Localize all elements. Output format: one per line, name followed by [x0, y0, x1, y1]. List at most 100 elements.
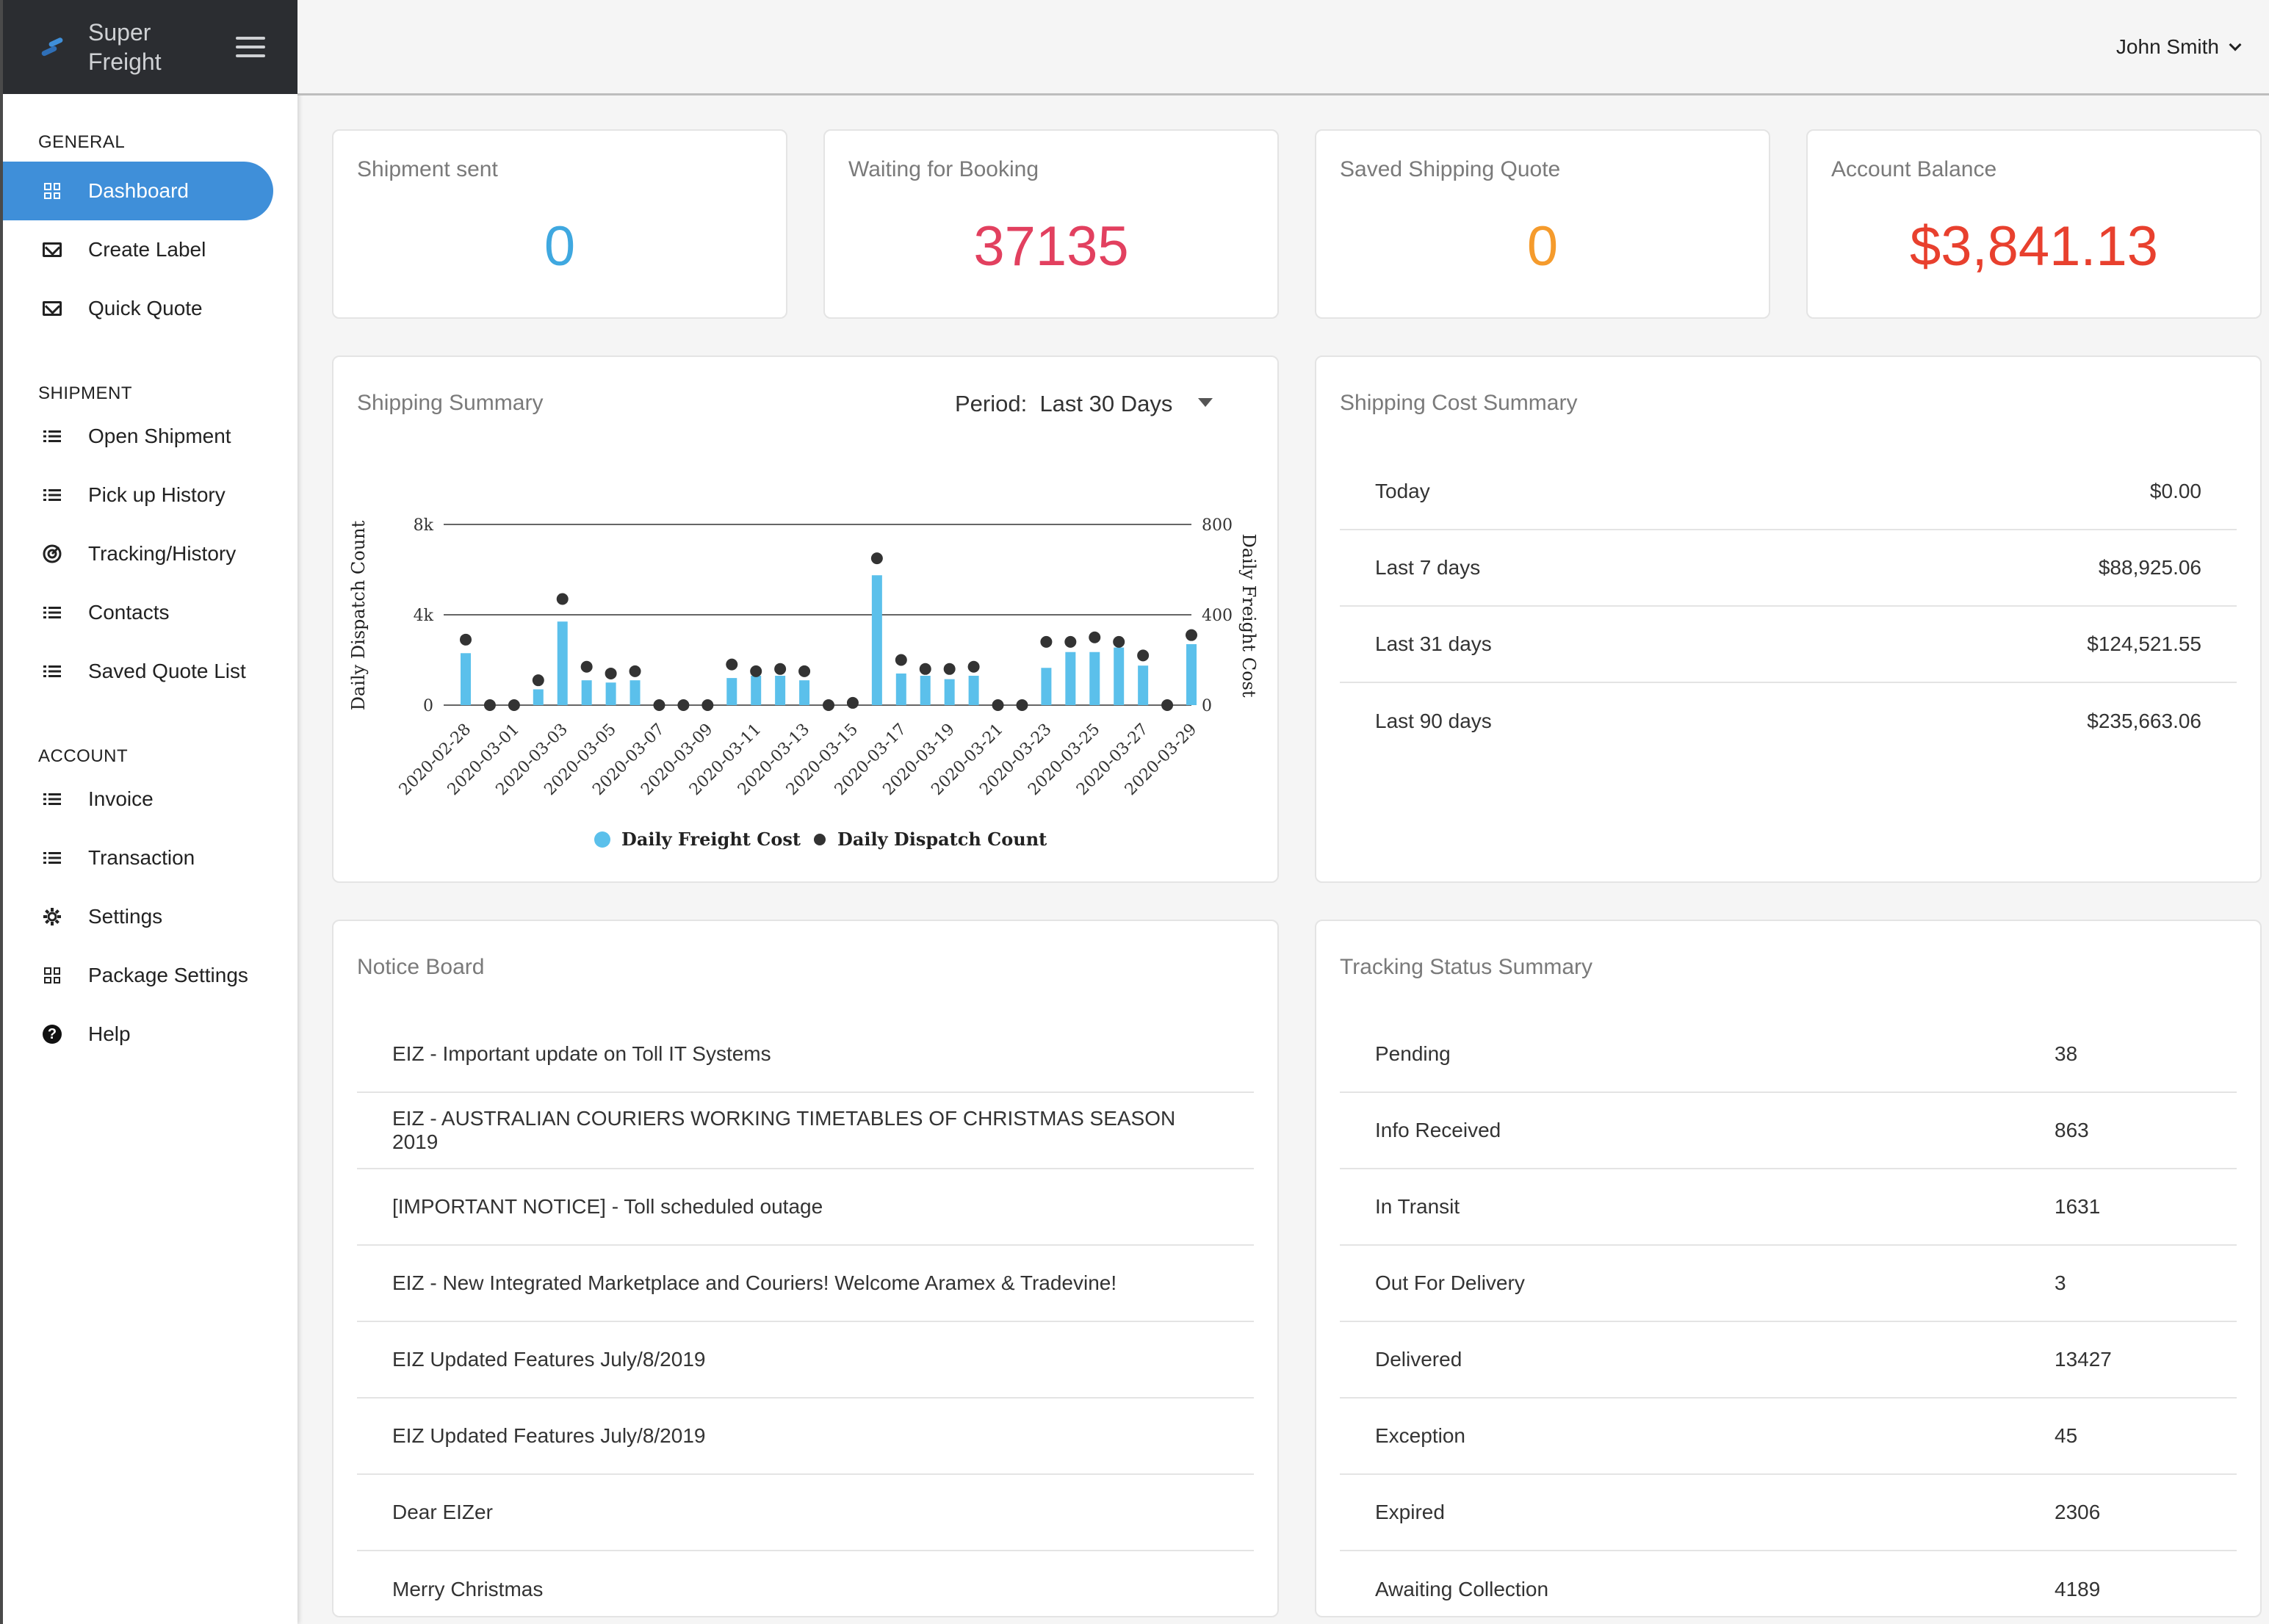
user-name: John Smith: [2115, 35, 2219, 58]
sidebar-item-open-shipment[interactable]: Open Shipment: [3, 407, 297, 466]
mail-icon: [41, 239, 63, 261]
dispatch-count-dot: [943, 663, 956, 675]
sidebar-item-saved-quote-list[interactable]: Saved Quote List: [3, 642, 297, 701]
menu-toggle-icon[interactable]: [236, 37, 265, 57]
notice-item-label: Dear EIZer: [392, 1501, 493, 1523]
sidebar-item-create-label[interactable]: Create Label: [3, 220, 297, 279]
stat-card-shipment-sent: Shipment sent 0: [332, 129, 787, 319]
notice-item[interactable]: Dear EIZer: [357, 1475, 1254, 1551]
stat-label: Saved Shipping Quote: [1340, 157, 1561, 181]
card-title: Tracking Status Summary: [1340, 955, 1592, 979]
notice-item[interactable]: EIZ - New Integrated Marketplace and Cou…: [357, 1246, 1254, 1322]
freight-cost-bar: [630, 680, 641, 705]
tracking-row-label: Exception: [1375, 1424, 1465, 1447]
sidebar-item-label: Invoice: [88, 787, 154, 810]
nav-section-account: ACCOUNT: [38, 746, 129, 766]
dispatch-count-dot: [1040, 635, 1053, 648]
brand-logo-icon: [38, 32, 68, 62]
tracking-row-value: 38: [2055, 1042, 2078, 1065]
dispatch-count-dot: [605, 667, 617, 679]
stat-value: 0: [544, 215, 576, 278]
legend-freight-cost-label: Daily Freight Cost: [621, 829, 801, 850]
sidebar-item-quick-quote[interactable]: Quick Quote: [3, 279, 297, 338]
notice-item[interactable]: EIZ Updated Features July/8/2019: [357, 1399, 1254, 1475]
freight-cost-bar: [799, 680, 810, 705]
tracking-row: Out For Delivery 3: [1340, 1246, 2237, 1322]
sidebar-item-dashboard[interactable]: Dashboard: [3, 162, 273, 220]
notice-item-label: EIZ Updated Features July/8/2019: [392, 1348, 706, 1371]
period-select[interactable]: Period: Last 30 Days: [955, 391, 1213, 417]
notice-item[interactable]: EIZ - AUSTRALIAN COURIERS WORKING TIMETA…: [357, 1093, 1254, 1169]
freight-cost-bar: [1041, 668, 1052, 705]
sidebar-item-invoice[interactable]: Invoice: [3, 770, 297, 829]
stat-card-waiting-booking: Waiting for Booking 37135: [823, 129, 1279, 319]
tracking-row-value: 1631: [2055, 1195, 2101, 1218]
y-right-tick-label: 800: [1202, 516, 1233, 535]
sidebar-item-label: Quick Quote: [88, 297, 203, 320]
notice-item[interactable]: Merry Christmas: [357, 1551, 1254, 1616]
list-icon: [41, 425, 63, 447]
notice-item-label: [IMPORTANT NOTICE] - Toll scheduled outa…: [392, 1195, 823, 1218]
top-bar: John Smith: [297, 0, 2269, 95]
cost-row-label: Last 90 days: [1375, 710, 1492, 732]
freight-cost-bar: [605, 682, 616, 705]
dispatch-count-dot: [798, 665, 811, 677]
cost-row-label: Last 31 days: [1375, 632, 1492, 655]
y-left-axis-label: Daily Dispatch Count: [348, 520, 369, 710]
tracking-row: In Transit 1631: [1340, 1169, 2237, 1246]
cost-row: Today $0.00: [1340, 454, 2237, 530]
freight-cost-bar: [944, 679, 955, 705]
list-icon: [41, 847, 63, 869]
tracking-row-label: In Transit: [1375, 1195, 1460, 1218]
dispatch-count-dot: [967, 660, 980, 673]
sidebar-item-contacts[interactable]: Contacts: [3, 583, 297, 642]
sidebar-item-pickup-history[interactable]: Pick up History: [3, 466, 297, 524]
dispatch-count-dot: [508, 699, 520, 711]
tracking-row: Exception 45: [1340, 1399, 2237, 1475]
sidebar-item-help[interactable]: ? Help: [3, 1005, 297, 1064]
sidebar-item-label: Contacts: [88, 601, 170, 624]
sidebar-item-package-settings[interactable]: Package Settings: [3, 946, 297, 1005]
tracking-row: Awaiting Collection 4189: [1340, 1551, 2237, 1616]
tracking-row-label: Expired: [1375, 1501, 1445, 1523]
tracking-row-value: 4189: [2055, 1578, 2101, 1600]
card-title: Shipping Summary: [357, 391, 544, 415]
stat-value: 37135: [973, 215, 1129, 278]
card-title: Shipping Cost Summary: [1340, 391, 1578, 415]
notice-item[interactable]: [IMPORTANT NOTICE] - Toll scheduled outa…: [357, 1169, 1254, 1246]
dispatch-count-dot: [653, 699, 665, 711]
dispatch-count-dot: [1161, 699, 1174, 711]
tracking-row-value: 3: [2055, 1271, 2066, 1294]
sidebar-item-label: Pick up History: [88, 483, 226, 506]
sidebar-item-label: Settings: [88, 905, 163, 928]
notice-item-label: EIZ - Important update on Toll IT System…: [392, 1042, 771, 1065]
cost-row: Last 7 days $88,925.06: [1340, 530, 2237, 607]
notice-list: EIZ - Important update on Toll IT System…: [357, 1017, 1254, 1616]
sidebar-item-transaction[interactable]: Transaction: [3, 829, 297, 887]
cost-row-value: $124,521.55: [2087, 632, 2201, 655]
apps-icon: [41, 964, 63, 986]
cost-row: Last 31 days $124,521.55: [1340, 607, 2237, 683]
dispatch-count-dot: [1113, 635, 1125, 648]
gear-icon: [41, 906, 63, 928]
sidebar-item-label: Help: [88, 1022, 131, 1045]
freight-cost-bar: [871, 575, 882, 705]
dispatch-count-dot: [1089, 631, 1101, 643]
freight-cost-bar: [1089, 652, 1100, 705]
sidebar-item-settings[interactable]: Settings: [3, 887, 297, 946]
user-menu[interactable]: John Smith: [2115, 35, 2242, 59]
stat-value: 0: [1526, 215, 1559, 278]
notice-item[interactable]: EIZ - Important update on Toll IT System…: [357, 1017, 1254, 1093]
notice-item-label: EIZ Updated Features July/8/2019: [392, 1424, 706, 1447]
freight-cost-bar: [1065, 652, 1076, 705]
stat-label: Account Balance: [1831, 157, 1997, 181]
y-right-tick-label: 0: [1202, 697, 1212, 715]
sidebar-item-label: Dashboard: [88, 179, 189, 202]
notice-item[interactable]: EIZ Updated Features July/8/2019: [357, 1322, 1254, 1399]
tracking-row-label: Out For Delivery: [1375, 1271, 1525, 1294]
sidebar-item-tracking-history[interactable]: Tracking/History: [3, 524, 297, 583]
dispatch-count-dot: [580, 660, 593, 673]
freight-cost-bar: [1114, 647, 1125, 705]
nav-section-general: GENERAL: [38, 132, 126, 152]
dispatch-count-dot: [774, 663, 787, 675]
